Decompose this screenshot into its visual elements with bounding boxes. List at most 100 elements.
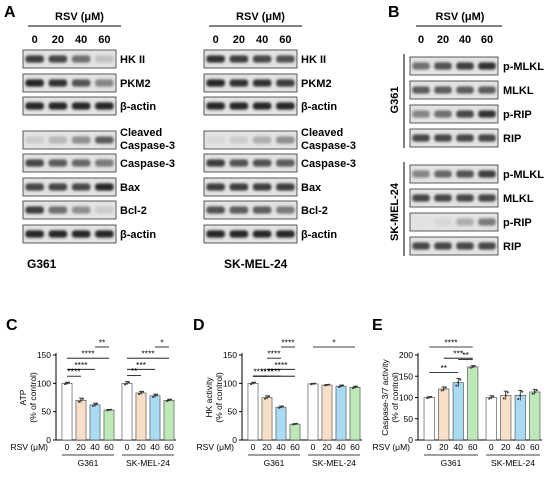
bar — [335, 385, 347, 441]
significance-stars: *** — [453, 349, 464, 359]
panel-letter-d: D — [193, 317, 205, 334]
blot-skmel24-row-band — [229, 55, 249, 63]
data-point — [80, 399, 82, 402]
blot-b-row-band — [434, 170, 452, 178]
blot-g361-row-frame — [22, 153, 117, 173]
blot-skmel24-row-band — [252, 55, 272, 63]
blot-g361-row-band — [71, 159, 91, 167]
x-axis-label: RSV (μM) — [11, 442, 49, 452]
protein-label: HK II — [301, 54, 326, 66]
data-point — [312, 382, 314, 385]
bar — [247, 383, 259, 441]
protein-label: RIP — [503, 133, 521, 145]
blot-g361-row-frame — [22, 200, 117, 220]
data-point — [340, 385, 342, 388]
data-point — [519, 394, 522, 397]
data-point — [356, 385, 358, 388]
data-point — [252, 382, 254, 385]
blot-skmel24-row-band — [276, 159, 295, 167]
protein-label: p-MLKL — [503, 61, 544, 73]
data-point — [126, 382, 128, 385]
significance-stars: ** — [131, 366, 138, 376]
y-tick-label: 150 — [223, 350, 237, 360]
blot-g361-row-band — [48, 79, 68, 87]
blot-b-row-band — [456, 194, 474, 202]
blot-b-row-band — [412, 242, 430, 250]
group-label: SK-MEL-24 — [491, 458, 535, 468]
blot-skmel24-row — [203, 73, 298, 93]
blot-g361-row-band — [71, 230, 91, 238]
protein-label: β-actin — [120, 101, 156, 113]
protein-label: β-actin — [120, 229, 156, 241]
blot-skmel24-row-band — [252, 136, 272, 144]
protein-label: p-MLKL — [503, 169, 544, 181]
blot-skmel24-row-band — [252, 102, 272, 110]
data-point — [326, 384, 328, 387]
blot-g361-row-band — [48, 183, 68, 191]
dose-label: 20 — [52, 34, 64, 46]
x-axis-label: RSV (μM) — [373, 442, 411, 452]
dose-label: 40 — [459, 34, 471, 46]
protein-label: RIP — [503, 241, 521, 253]
significance-stars: ** — [462, 350, 469, 360]
y-tick-label: 100 — [223, 378, 237, 388]
blot-skmel24-row-frame — [203, 49, 298, 69]
group-label: G361 — [78, 458, 99, 468]
blot-g361-row-band — [48, 230, 68, 238]
x-tick-label: 0 — [125, 442, 130, 452]
blot-g361-row-band — [25, 159, 44, 167]
blot-g361-row-band — [48, 136, 68, 144]
bar — [307, 383, 319, 441]
x-tick-label: 60 — [164, 442, 174, 452]
blot-g361-row-frame — [22, 96, 117, 116]
blot-g361-row — [22, 96, 117, 116]
x-tick-label: 60 — [104, 442, 114, 452]
blot-b-row-band — [434, 134, 452, 142]
data-point — [64, 383, 66, 386]
data-point — [66, 382, 68, 385]
x-axis-label: RSV (μM) — [197, 442, 235, 452]
x-tick-label: 40 — [150, 442, 160, 452]
protein-label: β-actin — [301, 229, 337, 241]
blot-b-row — [409, 128, 499, 148]
data-point — [110, 408, 112, 411]
data-point — [502, 397, 505, 400]
y-tick-label: 100 — [37, 378, 51, 388]
blot-skmel24-row-band — [206, 136, 225, 144]
blot-skmel24-row — [203, 200, 298, 220]
blot-skmel24-row-frame — [203, 224, 298, 244]
blot-b-row-band — [456, 242, 474, 250]
y-tick-label: 150 — [37, 350, 51, 360]
data-point — [352, 387, 354, 390]
bar — [529, 391, 541, 441]
data-point — [354, 386, 356, 389]
dose-label: 20 — [437, 34, 449, 46]
blot-skmel24-row-band — [252, 183, 272, 191]
x-tick-label: 0 — [251, 442, 256, 452]
data-point — [342, 384, 344, 387]
significance-stars: **** — [74, 360, 88, 370]
dose-label: 20 — [233, 34, 245, 46]
x-tick-label: 20 — [439, 442, 449, 452]
blot-g361-row — [22, 200, 117, 220]
y-axis-label: HK activity — [204, 377, 214, 418]
dose-label: 60 — [98, 34, 110, 46]
blot-g361-row — [22, 153, 117, 173]
data-point — [154, 394, 156, 397]
blot-g361-row-frame — [22, 73, 117, 93]
blot-skmel24-row-band — [276, 206, 295, 214]
blot-b-row-band — [412, 134, 430, 142]
blot-skmel24-row-band — [276, 230, 295, 238]
dose-label: 40 — [75, 34, 87, 46]
data-point — [294, 423, 296, 426]
blot-g361-row-band — [48, 102, 68, 110]
significance-stars: * — [160, 338, 164, 348]
blot-skmel24-row-band — [276, 55, 295, 63]
protein-label: Caspase-3 — [301, 140, 356, 152]
significance-stars: ** — [99, 338, 106, 348]
blot-b-row — [409, 188, 499, 208]
blot-skmel24-row-band — [206, 55, 225, 63]
protein-label: Cleaved — [301, 127, 343, 139]
data-point — [428, 396, 431, 399]
